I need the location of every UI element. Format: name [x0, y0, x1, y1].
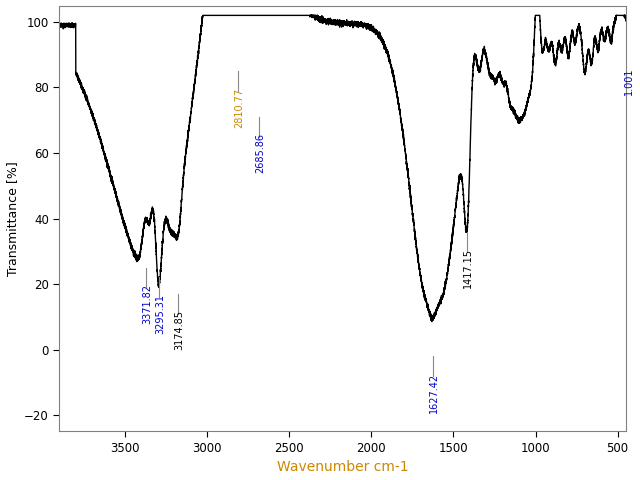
Text: 1417.15: 1417.15	[463, 248, 474, 288]
Text: 1627.42: 1627.42	[429, 372, 439, 413]
Text: 1.001: 1.001	[624, 67, 634, 95]
Text: 3295.31: 3295.31	[155, 294, 165, 334]
Text: 3174.85: 3174.85	[175, 310, 185, 350]
Text: 3371.82: 3371.82	[142, 284, 152, 324]
Y-axis label: Transmittance [%]: Transmittance [%]	[6, 161, 19, 276]
X-axis label: Wavenumber cm-1: Wavenumber cm-1	[276, 460, 408, 474]
Text: 2685.86: 2685.86	[255, 133, 265, 173]
Text: 2810.77: 2810.77	[234, 87, 244, 128]
